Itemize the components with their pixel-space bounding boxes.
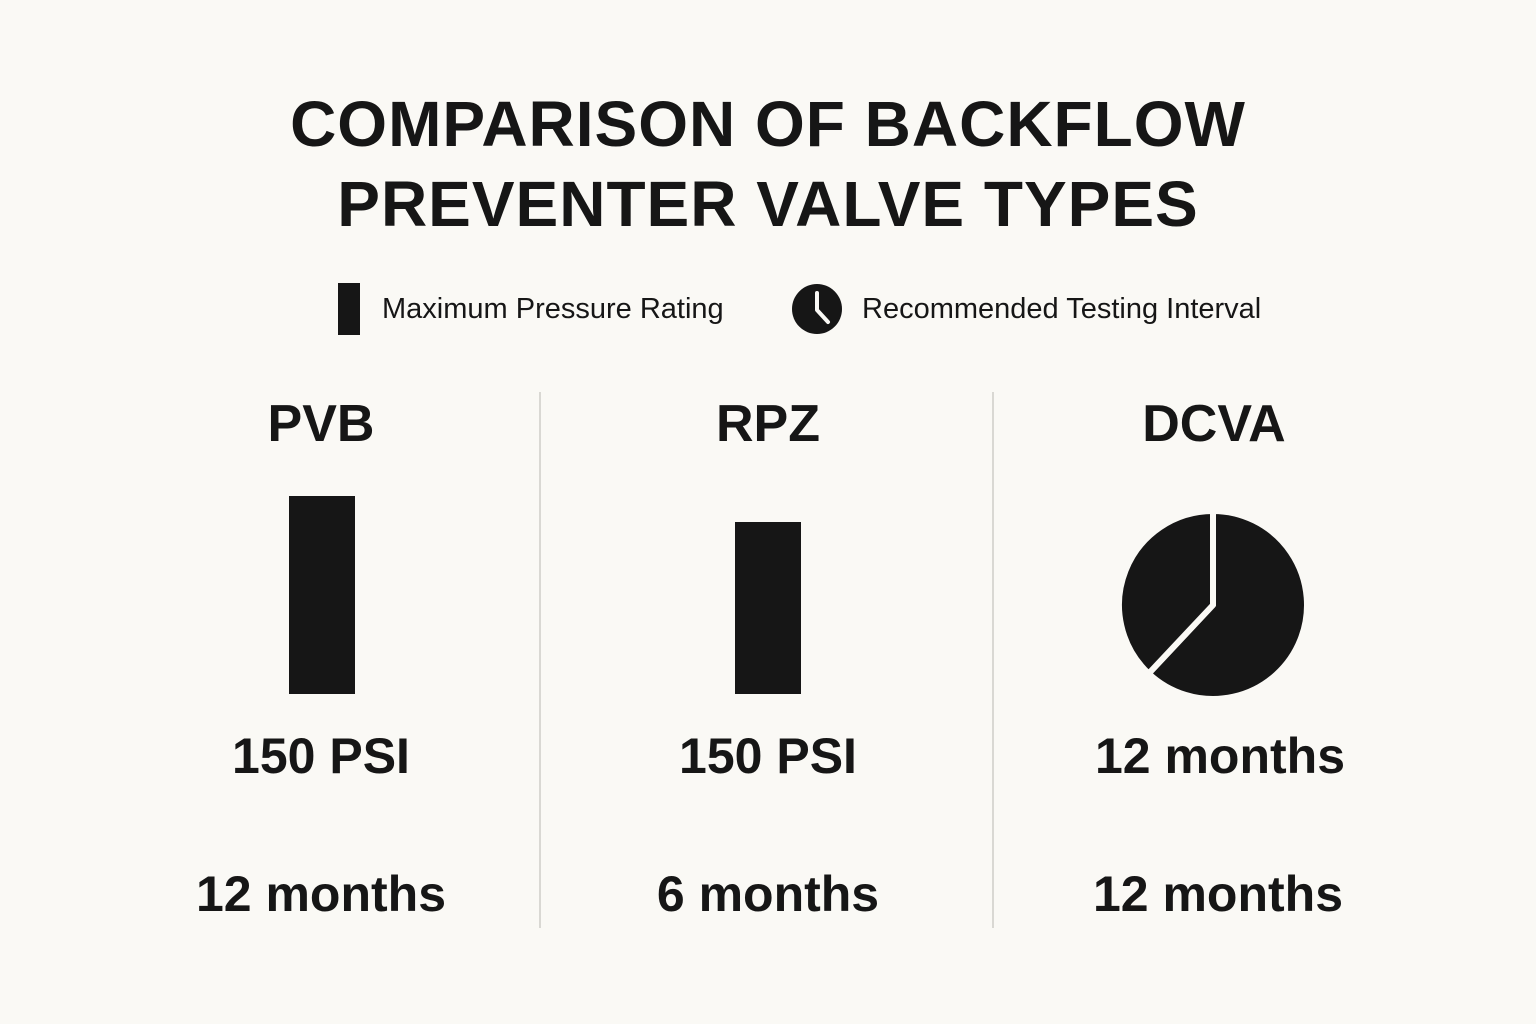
category-label: DCVA (1142, 395, 1286, 453)
chart-title-line-1: COMPARISON OF BACKFLOW (290, 88, 1246, 160)
pie-slice-0 (1145, 508, 1310, 702)
bar-icon (338, 283, 360, 335)
category-label: RPZ (716, 395, 820, 453)
legend-label-pressure: Maximum Pressure Rating (382, 292, 724, 325)
pressure-bar (735, 522, 801, 694)
chart-title-line-2: PREVENTER VALVE TYPES (337, 168, 1199, 240)
interval-pie (1116, 508, 1310, 702)
legend-label-interval: Recommended Testing Interval (862, 292, 1262, 325)
legend-item-interval: Recommended Testing Interval (790, 282, 1261, 336)
interval-value-label: 12 months (195, 866, 447, 922)
interval-value-label: 12 months (1092, 866, 1344, 922)
clock-icon (792, 284, 842, 334)
pressure-value-label: 150 PSI (232, 728, 410, 784)
column-dcva: DCVA 12 months 12 months (994, 390, 1434, 950)
interval-value-label: 6 months (656, 866, 880, 922)
column-rpz: RPZ 150 PSI 6 months (548, 390, 988, 950)
pressure-value-label: 12 months (1094, 728, 1346, 784)
column-divider (992, 392, 994, 928)
pressure-bar (289, 496, 355, 694)
column-divider (539, 392, 541, 928)
category-label: PVB (267, 395, 375, 453)
pie-slice-1 (1116, 508, 1216, 677)
pressure-value-label: 150 PSI (679, 728, 857, 784)
column-pvb: PVB 150 PSI 12 months (101, 390, 541, 950)
legend-item-pressure: Maximum Pressure Rating (338, 282, 724, 336)
